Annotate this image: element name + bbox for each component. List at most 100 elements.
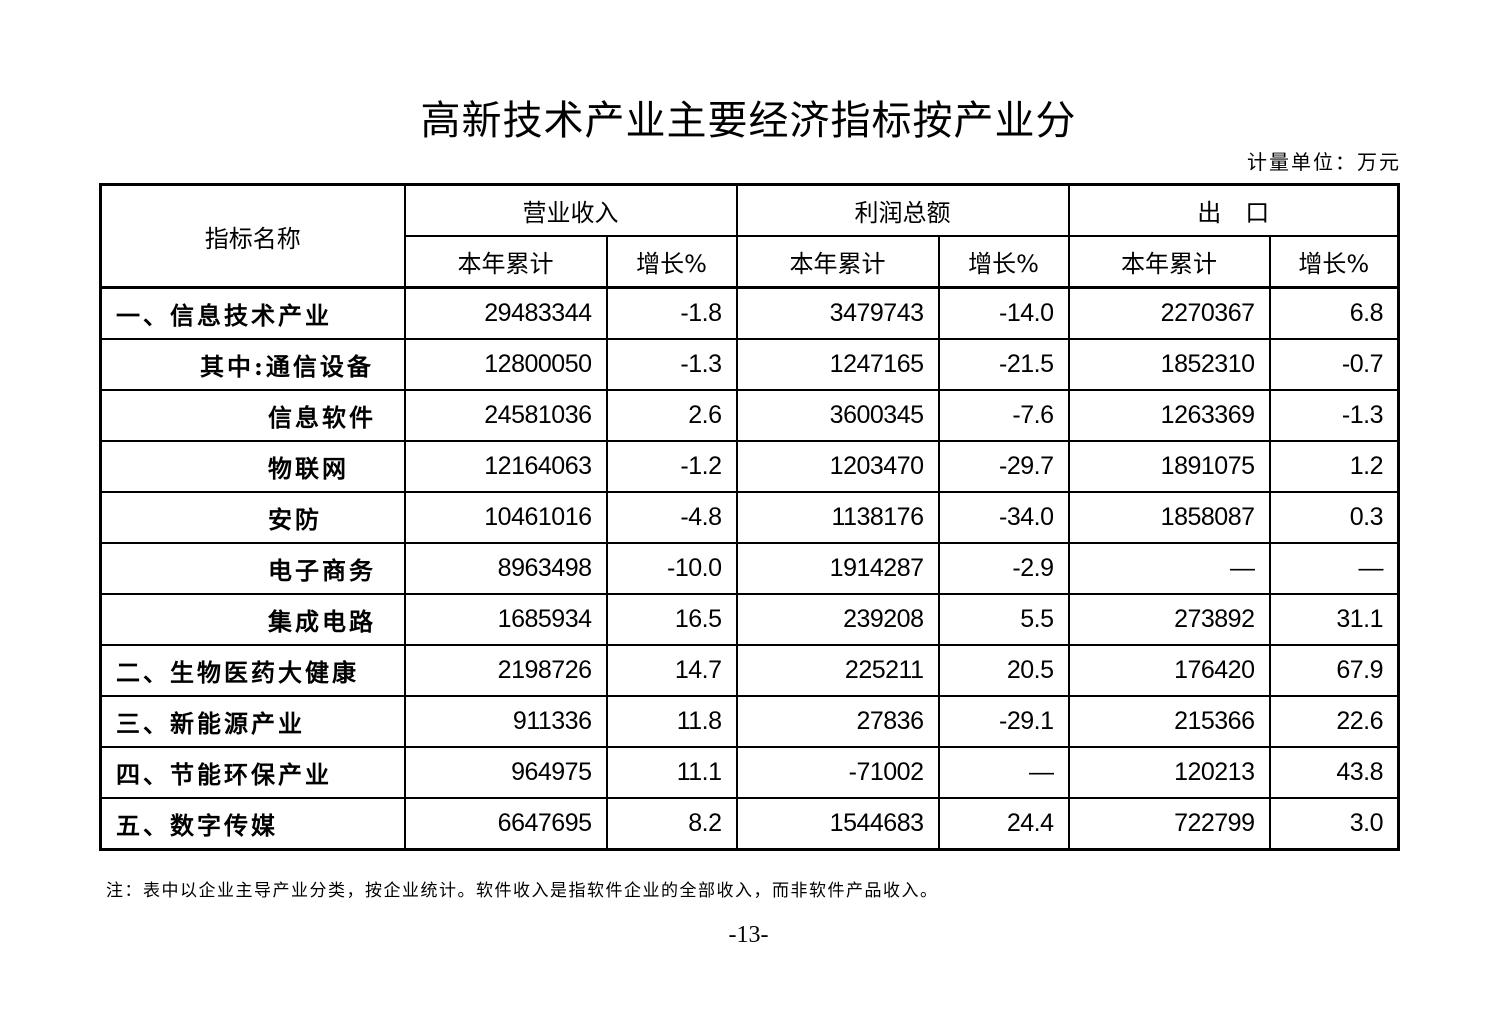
value-cell: 11.1 (605, 746, 738, 799)
page-title: 高新技术产业主要经济指标按产业分 (420, 98, 1077, 144)
value-cell: 273892 (1067, 593, 1271, 646)
subheader-cell: 增长% (937, 235, 1070, 289)
value-cell: 3479743 (735, 286, 940, 340)
value-cell: -21.5 (937, 338, 1070, 391)
table-row: 三、新能源产业 911336 11.8 27836 -29.1 215366 22.6 (99, 695, 1400, 748)
value-cell: -14.0 (937, 286, 1070, 340)
page-number: -13- (728, 922, 769, 948)
value-cell: 225211 (735, 644, 940, 697)
value-cell: 12164063 (403, 440, 608, 493)
row-name: 集成电路 (99, 593, 406, 646)
subheader-row: 本年累计 增长% 本年累计 增长% 本年累计 增长% (101, 235, 1400, 289)
value-cell: 1685934 (403, 593, 608, 646)
value-cell: 14.7 (605, 644, 738, 697)
value-cell: -1.2 (605, 440, 738, 493)
row-name: 二、生物医药大健康 (99, 644, 406, 697)
value-cell: 6647695 (403, 797, 608, 851)
data-table: 指标名称 营业收入 利润总额 出 口 本年累计 增长% 本年累计 增长% 本年累… (99, 183, 1400, 851)
value-cell: 6.8 (1268, 286, 1400, 340)
row-name: 物联网 (99, 440, 406, 493)
value-cell: 1.2 (1268, 440, 1400, 493)
value-cell: 0.3 (1268, 491, 1400, 544)
table-row: 信息软件 24581036 2.6 3600345 -7.6 1263369 -1.3 (99, 389, 1400, 442)
header-revenue: 营业收入 (403, 183, 738, 237)
unit-label: 计量单位：万元 (1247, 150, 1401, 174)
table-row: 二、生物医药大健康 2198726 14.7 225211 20.5 176420 67.9 (99, 644, 1400, 697)
value-cell: -29.1 (937, 695, 1070, 748)
value-cell: 10461016 (403, 491, 608, 544)
value-cell: — (937, 746, 1070, 799)
value-cell: 11.8 (605, 695, 738, 748)
value-cell: 1544683 (735, 797, 940, 851)
table-row: 其中:通信设备 12800050 -1.3 1247165 -21.5 1852310 -0… (99, 338, 1400, 391)
value-cell: 1852310 (1067, 338, 1271, 391)
row-name: 四、节能环保产业 (99, 746, 406, 799)
value-cell: 176420 (1067, 644, 1271, 697)
row-name: 一、信息技术产业 (99, 286, 406, 340)
value-cell: 1891075 (1067, 440, 1271, 493)
table-row: 五、数字传媒 6647695 8.2 1544683 24.4 722799 3.0 (99, 797, 1400, 851)
value-cell: -2.9 (937, 542, 1070, 595)
row-name: 五、数字传媒 (99, 797, 406, 851)
value-cell: 3.0 (1268, 797, 1400, 851)
value-cell: -1.3 (605, 338, 738, 391)
row-name: 信息软件 (99, 389, 406, 442)
value-cell: 2270367 (1067, 286, 1271, 340)
subheader-cell: 本年累计 (1067, 235, 1271, 289)
header-export: 出 口 (1067, 183, 1400, 237)
value-cell: 29483344 (403, 286, 608, 340)
value-cell: — (1067, 542, 1271, 595)
header-name: 指标名称 (99, 183, 406, 289)
value-cell: 67.9 (1268, 644, 1400, 697)
value-cell: 12800050 (403, 338, 608, 391)
value-cell: 1138176 (735, 491, 940, 544)
value-cell: 1914287 (735, 542, 940, 595)
value-cell: -7.6 (937, 389, 1070, 442)
value-cell: 1263369 (1067, 389, 1271, 442)
value-cell: 1203470 (735, 440, 940, 493)
subheader-cell: 增长% (1268, 235, 1400, 289)
value-cell: 27836 (735, 695, 940, 748)
value-cell: -34.0 (937, 491, 1070, 544)
value-cell: -1.3 (1268, 389, 1400, 442)
footnote: 注：表中以企业主导产业分类，按企业统计。软件收入是指软件企业的全部收入，而非软件… (106, 881, 939, 901)
row-name: 电子商务 (99, 542, 406, 595)
table-row: 电子商务 8963498 -10.0 1914287 -2.9— — (99, 542, 1400, 595)
value-cell: 911336 (403, 695, 608, 748)
value-cell: -71002 (735, 746, 940, 799)
value-cell: -10.0 (605, 542, 738, 595)
subheader-cell: 本年累计 (403, 235, 608, 289)
subheader-cell: 本年累计 (735, 235, 940, 289)
value-cell: -29.7 (937, 440, 1070, 493)
value-cell: 31.1 (1268, 593, 1400, 646)
value-cell: 20.5 (937, 644, 1070, 697)
value-cell: 22.6 (1268, 695, 1400, 748)
row-name: 其中:通信设备 (99, 338, 406, 391)
value-cell: — (1268, 542, 1400, 595)
value-cell: 16.5 (605, 593, 738, 646)
subheader-cell: 增长% (605, 235, 738, 289)
value-cell: 3600345 (735, 389, 940, 442)
value-cell: 239208 (735, 593, 940, 646)
header-row: 指标名称 营业收入 利润总额 出 口 (99, 183, 1400, 289)
value-cell: 120213 (1067, 746, 1271, 799)
table-row: 集成电路 1685934 16.5 239208 5.5 273892 31.1 (99, 593, 1400, 646)
value-cell: 1858087 (1067, 491, 1271, 544)
value-cell: 2198726 (403, 644, 608, 697)
table-row: 一、信息技术产业 29483344 -1.8 3479743 -14.0 2270367 6… (99, 286, 1400, 340)
value-cell: 964975 (403, 746, 608, 799)
value-cell: 215366 (1067, 695, 1271, 748)
value-cell: 722799 (1067, 797, 1271, 851)
value-cell: 8.2 (605, 797, 738, 851)
row-name: 安防 (99, 491, 406, 544)
value-cell: 2.6 (605, 389, 738, 442)
value-cell: -4.8 (605, 491, 738, 544)
table-row: 四、节能环保产业 964975 11.1 -71002—120213 43.8 (99, 746, 1400, 799)
value-cell: -0.7 (1268, 338, 1400, 391)
table-row: 物联网 12164063 -1.2 1203470 -29.7 1891075 1.2 (99, 440, 1400, 493)
value-cell: 8963498 (403, 542, 608, 595)
value-cell: 24581036 (403, 389, 608, 442)
row-name: 三、新能源产业 (99, 695, 406, 748)
value-cell: 43.8 (1268, 746, 1400, 799)
table-row: 安防 10461016 -4.8 1138176 -34.0 1858087 0.3 (99, 491, 1400, 544)
